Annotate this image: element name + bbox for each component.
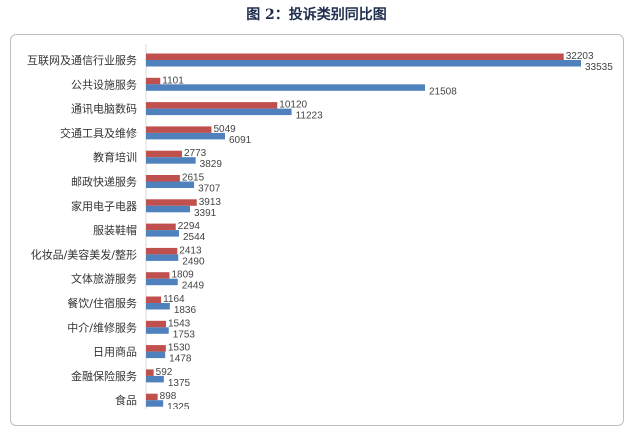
bar [146, 175, 180, 182]
data-label: 1836 [174, 305, 197, 316]
category-label: 交通工具及维修 [60, 126, 137, 140]
bar [146, 254, 179, 261]
bar [146, 60, 581, 67]
category-label: 餐饮/住宿服务 [67, 296, 137, 310]
category-label: 化妆品/美容美发/整形 [31, 247, 137, 261]
bar [146, 84, 425, 91]
data-label: 1325 [167, 402, 190, 409]
category-label: 食品 [115, 393, 137, 407]
data-label: 1809 [171, 270, 194, 281]
bar [146, 53, 564, 60]
data-label: 10120 [279, 100, 307, 111]
bar [146, 205, 190, 213]
bar [146, 126, 212, 133]
category-label: 教育培训 [93, 150, 137, 164]
bar [146, 223, 176, 231]
data-label: 898 [160, 391, 177, 402]
data-label: 6091 [229, 135, 252, 146]
data-label: 3913 [199, 197, 222, 208]
bar [146, 132, 226, 140]
category-label: 邮政快递服务 [71, 175, 137, 189]
data-label: 3829 [200, 159, 223, 170]
bar [146, 375, 164, 383]
data-label: 3707 [198, 184, 221, 195]
category-label: 服装鞋帽 [93, 223, 137, 237]
bar [146, 157, 196, 164]
bar [146, 247, 178, 255]
bar [146, 102, 278, 109]
data-label: 21508 [429, 86, 457, 97]
data-label: 33535 [585, 62, 613, 73]
bar [146, 199, 197, 206]
data-label: 1164 [163, 294, 185, 305]
data-label: 1375 [168, 378, 191, 389]
data-label: 32203 [566, 51, 594, 62]
bar [146, 351, 166, 359]
bar [146, 393, 158, 401]
data-label: 2413 [179, 245, 202, 256]
data-label: 1530 [168, 343, 191, 354]
bar [146, 77, 161, 85]
bar [146, 278, 178, 286]
chart-title: 图 2：投诉类别同比图 [246, 7, 387, 23]
bar [146, 303, 170, 310]
category-label: 通讯电脑数码 [71, 103, 137, 116]
bar [146, 230, 179, 237]
data-label: 1753 [173, 329, 196, 340]
bar [146, 400, 164, 407]
category-label: 中介/维修服务 [67, 320, 137, 334]
category-label: 互联网及通信行业服务 [27, 54, 137, 67]
bar [146, 150, 182, 158]
data-label: 2490 [182, 256, 205, 267]
data-label: 3391 [194, 208, 217, 219]
category-label: 家用电子电器 [71, 199, 137, 213]
data-label: 2615 [182, 173, 205, 184]
bar [146, 345, 166, 352]
bar [146, 272, 170, 279]
bar [146, 296, 162, 303]
data-label: 5049 [213, 124, 236, 135]
data-label: 2449 [182, 281, 205, 292]
data-label: 1478 [169, 354, 192, 365]
data-label: 592 [156, 367, 173, 378]
bar [146, 369, 154, 376]
data-label: 11223 [296, 111, 324, 122]
bar [146, 320, 167, 328]
data-label: 1543 [168, 318, 191, 329]
bar [146, 108, 292, 116]
data-label: 2773 [184, 148, 207, 159]
data-label: 1101 [162, 75, 184, 86]
category-label: 文体旅游服务 [71, 272, 137, 286]
data-label: 2544 [183, 232, 206, 243]
bar [146, 181, 195, 188]
category-label: 公共设施服务 [71, 78, 137, 91]
bar [146, 327, 169, 334]
category-label: 日用商品 [93, 345, 137, 359]
category-label: 金融保险服务 [71, 369, 137, 383]
data-label: 2294 [178, 221, 201, 232]
